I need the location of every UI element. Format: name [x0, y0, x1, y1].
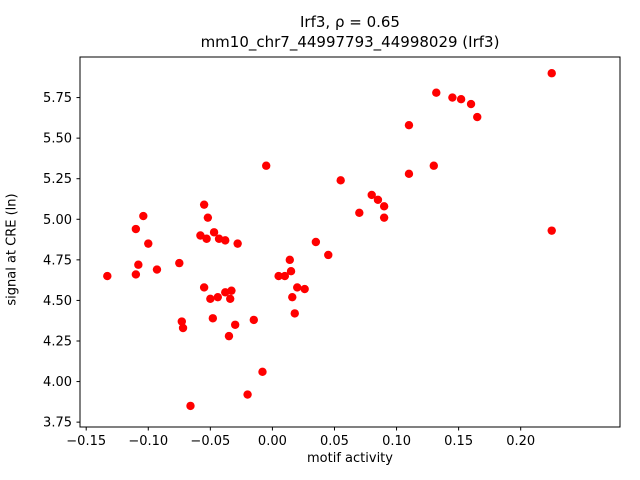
data-point — [103, 271, 112, 281]
data-point — [243, 390, 252, 399]
data-point — [367, 190, 376, 200]
y-tick-label: 5.50 — [43, 132, 72, 147]
data-point — [202, 234, 211, 243]
data-point — [293, 283, 302, 292]
data-point — [221, 236, 230, 245]
x-tick-label: −0.10 — [128, 434, 168, 449]
data-point — [208, 314, 218, 323]
data-point — [233, 239, 242, 248]
data-point — [139, 211, 148, 221]
data-point — [199, 283, 209, 292]
y-axis-label: signal at CRE (ln) — [4, 193, 20, 306]
data-point — [324, 250, 333, 260]
y-tick-label: 3.75 — [43, 416, 72, 431]
data-point — [178, 323, 188, 333]
data-point — [131, 224, 141, 234]
data-point — [373, 195, 383, 205]
data-point — [456, 94, 466, 104]
data-point — [224, 331, 234, 341]
data-point — [177, 317, 186, 326]
x-tick-label: −0.15 — [66, 434, 106, 449]
y-tick-label: 4.75 — [43, 253, 72, 268]
data-point — [547, 69, 556, 78]
y-tick-label: 5.00 — [43, 213, 72, 228]
data-point — [227, 286, 236, 295]
data-point — [262, 161, 271, 170]
data-point — [432, 88, 441, 97]
data-point — [466, 99, 476, 109]
data-point — [249, 315, 258, 325]
data-point — [288, 292, 297, 302]
data-point — [131, 270, 141, 279]
data-point — [203, 213, 213, 222]
data-point — [186, 401, 195, 411]
x-tick-label: 0.20 — [506, 434, 535, 449]
data-point — [290, 309, 299, 318]
data-point — [196, 231, 205, 240]
data-point — [336, 176, 345, 185]
chart-subtitle: mm10_chr7_44997793_44998029 (Irf3) — [200, 33, 500, 51]
data-point — [134, 260, 143, 269]
x-tick-label: 0.05 — [320, 434, 349, 449]
axes-box — [79, 56, 621, 428]
data-point — [300, 284, 309, 294]
x-axis-label: motif activity — [307, 451, 393, 466]
data-point — [404, 120, 414, 130]
x-tick-label: −0.05 — [190, 434, 230, 449]
data-point — [213, 292, 222, 302]
data-point — [274, 271, 283, 281]
data-point — [404, 169, 414, 179]
y-tick-label: 5.75 — [43, 91, 72, 106]
x-tick-label: 0.10 — [382, 434, 411, 449]
data-point — [547, 226, 556, 235]
data-point — [175, 258, 184, 268]
data-point — [206, 294, 215, 303]
data-point — [286, 267, 296, 276]
x-tick-label: 0.00 — [258, 434, 287, 449]
y-tick-label: 4.00 — [43, 375, 72, 390]
chart-title: Irf3, ρ = 0.65 — [300, 13, 400, 31]
data-point — [355, 208, 364, 217]
data-point — [230, 320, 240, 329]
data-point — [144, 239, 153, 248]
data-point — [285, 255, 294, 265]
data-point — [379, 213, 389, 222]
data-point — [429, 161, 438, 170]
data-point — [448, 93, 457, 102]
data-point — [473, 112, 482, 122]
data-point — [152, 265, 162, 274]
data-point — [379, 202, 389, 211]
data-point — [199, 200, 209, 209]
data-point — [311, 237, 321, 247]
data-point — [280, 271, 290, 281]
data-point — [209, 228, 219, 237]
data-point — [226, 294, 235, 303]
y-tick-label: 5.25 — [43, 172, 72, 187]
data-point — [258, 367, 267, 377]
x-tick-label: 0.15 — [444, 434, 473, 449]
y-tick-label: 4.25 — [43, 334, 72, 349]
y-tick-label: 4.50 — [43, 294, 72, 309]
